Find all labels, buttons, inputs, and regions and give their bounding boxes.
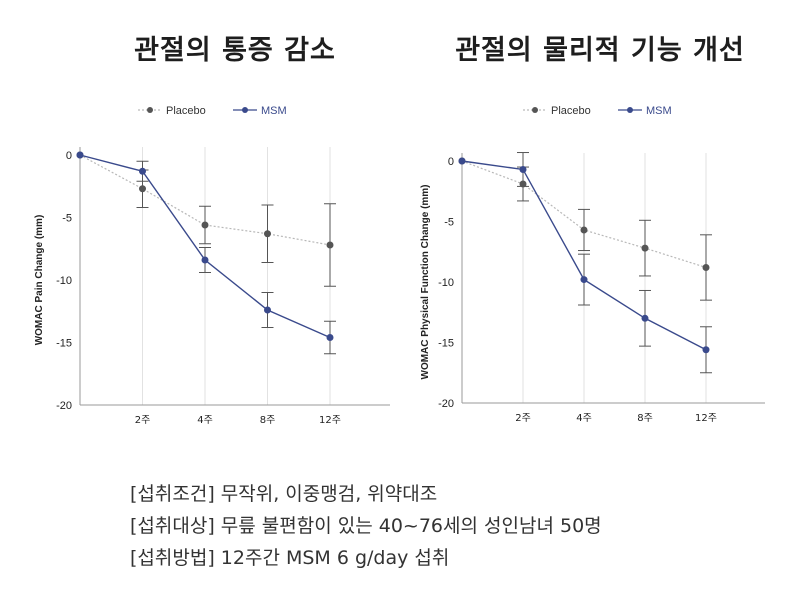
- point-msm: [580, 276, 588, 284]
- point-msm: [641, 314, 649, 322]
- legend-marker-placebo: [147, 107, 153, 113]
- chart-title-function: 관절의 물리적 기능 개선: [455, 35, 745, 66]
- study-notes: [섭취조건] 무작위, 이중맹검, 위약대조 [섭취대상] 무릎 불편함이 있는…: [130, 478, 602, 574]
- y-tick-label: -20: [56, 400, 72, 412]
- y-tick-label: -5: [444, 217, 454, 229]
- x-tick-label: 2주: [515, 413, 531, 424]
- point-placebo: [201, 221, 209, 229]
- point-placebo: [326, 241, 334, 249]
- point-msm: [76, 151, 84, 159]
- point-msm: [326, 334, 334, 341]
- legend-marker-msm: [242, 107, 248, 113]
- note-method: [섭취방법] 12주간 MSM 6 g/day 섭취: [130, 547, 450, 569]
- y-tick-label: 0: [66, 150, 72, 162]
- point-placebo: [641, 244, 649, 252]
- note-condition: [섭취조건] 무작위, 이중맹검, 위약대조: [130, 483, 438, 505]
- x-tick-label: 2주: [135, 415, 151, 426]
- legend-label-msm: MSM: [646, 105, 672, 117]
- y-tick-label: -10: [56, 275, 72, 287]
- point-msm: [264, 306, 271, 314]
- y-tick-label: -15: [438, 338, 454, 350]
- legend-marker-msm: [627, 107, 633, 113]
- x-tick-label: 12주: [319, 415, 341, 426]
- y-axis-label: WOMAC Physical Function Change (mm): [420, 184, 431, 379]
- legend-label-msm: MSM: [261, 105, 287, 117]
- x-tick-label: 8주: [260, 415, 276, 426]
- chart-title-pain: 관절의 통증 감소: [134, 35, 336, 66]
- point-msm: [139, 167, 146, 175]
- point-msm: [458, 157, 466, 165]
- x-tick-label: 8주: [637, 413, 653, 424]
- y-tick-label: -5: [62, 213, 72, 225]
- point-msm: [519, 165, 527, 173]
- point-placebo: [139, 185, 146, 193]
- legend-label-placebo: Placebo: [551, 105, 591, 117]
- point-msm: [702, 346, 710, 354]
- y-tick-label: -20: [438, 398, 454, 410]
- y-tick-label: -15: [56, 338, 72, 350]
- legend-label-placebo: Placebo: [166, 105, 206, 117]
- y-tick-label: -10: [438, 277, 454, 289]
- function-change-chart: Placebo MSM 0 -5 -10 -15 -20 2주 4주 8주 12주 WOMAC Phy…: [420, 105, 765, 424]
- point-msm: [201, 256, 209, 264]
- y-tick-label: 0: [448, 156, 454, 168]
- note-subjects: [섭취대상] 무릎 불편함이 있는 40~76세의 성인남녀 50명: [130, 515, 602, 537]
- pain-change-chart: Placebo MSM 0 -5 -10 -15 -20 2주 4주 8주 12주 WOMAC Pai…: [34, 105, 390, 426]
- point-placebo: [580, 226, 588, 234]
- point-placebo: [264, 230, 271, 238]
- x-tick-label: 4주: [197, 415, 213, 426]
- legend-marker-placebo: [532, 107, 538, 113]
- x-tick-label: 12주: [695, 413, 717, 424]
- point-placebo: [702, 263, 710, 271]
- y-axis-label: WOMAC Pain Change (mm): [34, 215, 45, 346]
- x-tick-label: 4주: [576, 413, 592, 424]
